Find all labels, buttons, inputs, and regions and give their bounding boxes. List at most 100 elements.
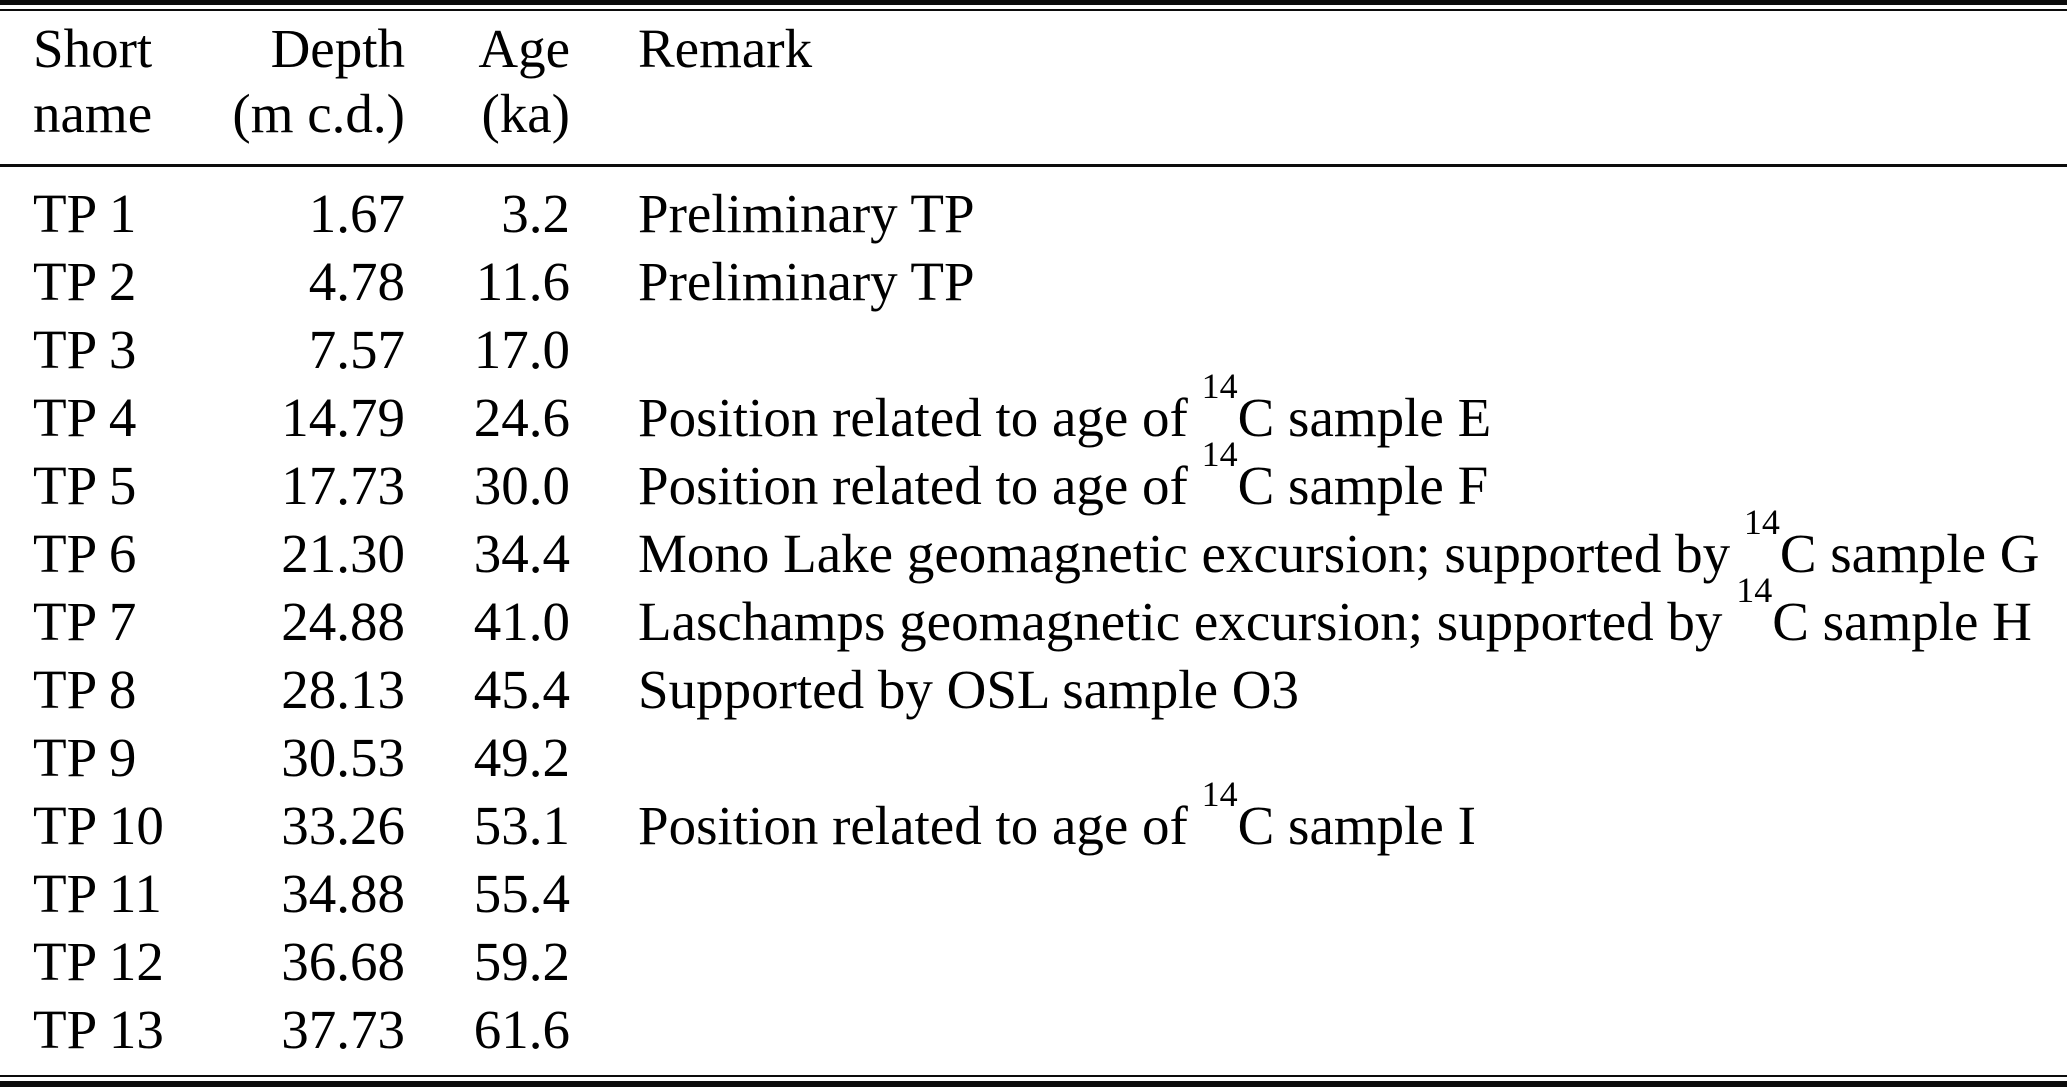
short-name-cell: TP 2 xyxy=(33,251,137,312)
table-header-rule xyxy=(0,164,2067,167)
depth-cell: 4.78 xyxy=(308,251,405,312)
header-depth-line1: Depth xyxy=(270,18,405,79)
age-cell: 45.4 xyxy=(473,659,570,720)
isotope-superscript: 14 xyxy=(1201,773,1238,814)
age-cell: 11.6 xyxy=(475,251,570,312)
remark-text-continued: C sample I xyxy=(1237,795,1476,856)
header-remark: Remark xyxy=(570,16,2067,146)
depth-cell: 36.68 xyxy=(281,931,405,992)
table-row: TP 5 17.73 30.0 Position related to age … xyxy=(0,436,2067,520)
remark-cell: Position related to age of 14C sample F xyxy=(570,436,2067,520)
remark-text: Laschamps geomagnetic excursion; support… xyxy=(638,591,1737,652)
header-short-name-line2: name xyxy=(33,83,153,144)
age-cell: 3.2 xyxy=(501,183,570,244)
depth-cell: 33.26 xyxy=(281,795,405,856)
table-row: TP 3 7.57 17.0 xyxy=(0,316,2067,384)
header-short-name-line1: Short xyxy=(33,18,153,79)
short-name-cell: TP 8 xyxy=(33,659,137,720)
depth-cell: 17.73 xyxy=(281,455,405,516)
depth-cell: 34.88 xyxy=(281,863,405,924)
short-name-cell: TP 6 xyxy=(33,523,137,584)
short-name-cell: TP 9 xyxy=(33,727,137,788)
depth-cell: 28.13 xyxy=(281,659,405,720)
short-name-cell: TP 13 xyxy=(33,999,164,1060)
age-cell: 34.4 xyxy=(473,523,570,584)
age-cell: 17.0 xyxy=(473,319,570,380)
isotope-superscript: 14 xyxy=(1201,433,1238,474)
table-row: TP 1 1.67 3.2 Preliminary TP xyxy=(0,180,2067,248)
depth-cell: 7.57 xyxy=(308,319,405,380)
depth-cell: 1.67 xyxy=(308,183,405,244)
remark-text-continued: C sample H xyxy=(1772,591,2032,652)
short-name-cell: TP 4 xyxy=(33,387,137,448)
short-name-cell: TP 3 xyxy=(33,319,137,380)
table-row: TP 12 36.68 59.2 xyxy=(0,928,2067,996)
age-cell: 53.1 xyxy=(473,795,570,856)
header-short-name: Short name xyxy=(0,16,153,146)
depth-cell: 30.53 xyxy=(281,727,405,788)
age-cell: 59.2 xyxy=(473,931,570,992)
table-bottom-rule-thin xyxy=(0,1075,2067,1077)
table-row: TP 4 14.79 24.6 Position related to age … xyxy=(0,368,2067,452)
table-row: TP 6 21.30 34.4 Mono Lake geomagnetic ex… xyxy=(0,504,2067,588)
table-top-rule-thin xyxy=(0,9,2067,11)
isotope-superscript: 14 xyxy=(1736,569,1773,610)
depth-cell: 24.88 xyxy=(281,591,405,652)
isotope-superscript: 14 xyxy=(1201,365,1238,406)
remark-cell xyxy=(570,996,2067,1064)
header-remark-line1: Remark xyxy=(638,18,813,79)
depth-cell: 21.30 xyxy=(281,523,405,584)
table-body: TP 1 1.67 3.2 Preliminary TP TP 2 4.78 1… xyxy=(0,180,2067,1064)
remark-text-continued: C sample E xyxy=(1237,387,1492,448)
header-depth: Depth (m c.d.) xyxy=(150,16,405,146)
short-name-cell: TP 1 xyxy=(33,183,137,244)
short-name-cell: TP 12 xyxy=(33,931,164,992)
age-cell: 24.6 xyxy=(473,387,570,448)
remark-text: Preliminary TP xyxy=(638,183,975,244)
table-row: TP 9 30.53 49.2 xyxy=(0,724,2067,792)
age-cell: 49.2 xyxy=(473,727,570,788)
header-age-line2: (ka) xyxy=(481,83,570,144)
table-top-rule-thick xyxy=(0,0,2067,5)
short-name-cell: TP 5 xyxy=(33,455,137,516)
depth-cell: 14.79 xyxy=(281,387,405,448)
age-cell: 30.0 xyxy=(473,455,570,516)
remark-cell: Preliminary TP xyxy=(570,180,2067,248)
remark-text: Mono Lake geomagnetic excursion; support… xyxy=(638,523,1744,584)
remark-cell xyxy=(570,928,2067,996)
table-bottom-rule-thick xyxy=(0,1081,2067,1087)
age-cell: 41.0 xyxy=(473,591,570,652)
remark-cell xyxy=(570,316,2067,384)
remark-cell: Laschamps geomagnetic excursion; support… xyxy=(570,572,2067,656)
table-row: TP 8 28.13 45.4 Supported by OSL sample … xyxy=(0,656,2067,724)
remark-text-continued: C sample G xyxy=(1779,523,2040,584)
table-row: TP 7 24.88 41.0 Laschamps geomagnetic ex… xyxy=(0,572,2067,656)
remark-text: Supported by OSL sample O3 xyxy=(638,659,1299,720)
header-age-line1: Age xyxy=(478,18,570,79)
remark-cell xyxy=(570,724,2067,792)
remark-text: Preliminary TP xyxy=(638,251,975,312)
header-age: Age (ka) xyxy=(405,16,570,146)
table-row: TP 11 34.88 55.4 xyxy=(0,860,2067,928)
age-cell: 61.6 xyxy=(473,999,570,1060)
remark-text: Position related to age of xyxy=(638,795,1202,856)
age-cell: 55.4 xyxy=(473,863,570,924)
short-name-cell: TP 11 xyxy=(33,863,162,924)
header-depth-line2: (m c.d.) xyxy=(232,83,405,144)
short-name-cell: TP 10 xyxy=(33,795,164,856)
remark-text: Position related to age of xyxy=(638,455,1202,516)
remark-text-continued: C sample F xyxy=(1237,455,1489,516)
isotope-superscript: 14 xyxy=(1743,501,1780,542)
short-name-cell: TP 7 xyxy=(33,591,137,652)
table-row: TP 10 33.26 53.1 Position related to age… xyxy=(0,776,2067,860)
table-row: TP 13 37.73 61.6 xyxy=(0,996,2067,1064)
table-header-row: Short name Depth (m c.d.) Age (ka) Remar… xyxy=(0,16,2067,146)
remark-cell: Supported by OSL sample O3 xyxy=(570,656,2067,724)
remark-cell: Position related to age of 14C sample E xyxy=(570,368,2067,452)
remark-text: Position related to age of xyxy=(638,387,1202,448)
remark-cell: Mono Lake geomagnetic excursion; support… xyxy=(570,504,2067,588)
remark-cell: Preliminary TP xyxy=(570,248,2067,316)
table-row: TP 2 4.78 11.6 Preliminary TP xyxy=(0,248,2067,316)
remark-cell: Position related to age of 14C sample I xyxy=(570,776,2067,860)
